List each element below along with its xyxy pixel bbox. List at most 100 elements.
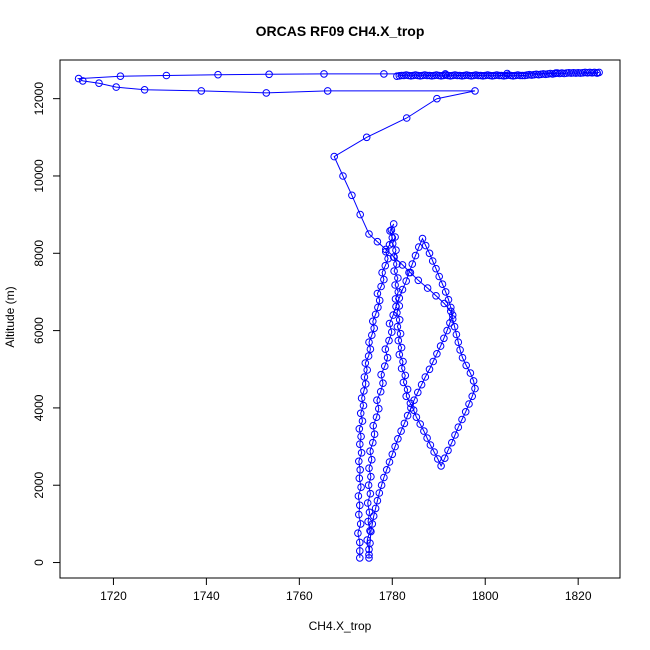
data-point [403, 385, 412, 394]
data-point [390, 267, 398, 275]
data-point [356, 466, 365, 474]
data-point [373, 237, 382, 246]
y-axis: 0 2000 4000 6000 8000 10000 12000 [32, 82, 60, 566]
data-point [116, 72, 125, 80]
data-point [410, 396, 418, 405]
data-point [375, 296, 384, 305]
data-point [365, 551, 373, 559]
data-point [418, 234, 427, 243]
data-point [395, 316, 404, 324]
y-tick-label: 4000 [32, 394, 46, 421]
data-point [365, 464, 373, 473]
series-layer [74, 68, 603, 562]
data-point [471, 384, 479, 393]
data-point [425, 365, 434, 374]
data-point [79, 77, 87, 85]
data-point [444, 295, 453, 304]
data-point [471, 87, 479, 95]
data-point [356, 409, 365, 418]
data-point [466, 369, 475, 377]
data-point [414, 388, 422, 397]
data-point [339, 172, 347, 180]
data-point [262, 89, 271, 97]
data-point [265, 70, 273, 79]
data-point [385, 319, 394, 328]
data-point [432, 264, 440, 273]
data-point [377, 282, 385, 291]
data-point [454, 423, 463, 432]
data-point [356, 440, 364, 449]
data-point [369, 512, 378, 520]
data-point [355, 510, 363, 519]
data-point [456, 346, 464, 354]
data-point [397, 343, 406, 352]
y-tick-label: 0 [32, 559, 46, 566]
data-point [450, 322, 459, 331]
data-point [354, 529, 362, 538]
data-point [375, 489, 384, 497]
data-point [368, 455, 376, 464]
data-point [440, 334, 448, 343]
y-tick-label: 2000 [32, 472, 46, 499]
data-point [448, 438, 456, 447]
data-point [398, 285, 407, 294]
data-point [595, 68, 603, 77]
data-point [366, 447, 374, 456]
data-point [428, 257, 437, 265]
data-point [371, 310, 380, 319]
data-point [407, 404, 415, 412]
data-point [320, 70, 328, 78]
data-point [381, 261, 390, 270]
series-line [366, 237, 454, 558]
data-point [395, 350, 404, 359]
data-point [437, 462, 445, 470]
data-point [364, 481, 373, 490]
data-point [394, 435, 402, 443]
data-point [447, 303, 455, 312]
data-point [330, 152, 339, 161]
data-point [452, 330, 461, 339]
data-point [411, 251, 420, 260]
data-point [366, 489, 375, 498]
data-point [469, 377, 478, 385]
data-point [394, 336, 403, 345]
plot-frame [59, 59, 621, 579]
data-point [425, 249, 434, 258]
data-point [356, 538, 364, 547]
data-point [462, 361, 471, 370]
data-point [367, 472, 375, 481]
data-point [357, 483, 365, 492]
y-tick-label: 12000 [32, 82, 46, 116]
data-point [385, 336, 393, 345]
data-point [408, 260, 417, 268]
data-point [381, 362, 389, 371]
data-point [380, 70, 388, 78]
data-point [366, 345, 375, 354]
data-point [454, 338, 463, 347]
data-point [400, 419, 409, 428]
series-2 [363, 234, 457, 562]
data-point [395, 294, 404, 302]
data-point [397, 364, 406, 373]
data-point [378, 268, 386, 277]
x-tick-label: 1800 [472, 589, 499, 603]
data-point [388, 450, 397, 459]
data-point [385, 458, 394, 466]
data-point [391, 281, 399, 289]
data-point [458, 415, 466, 424]
data-point [412, 413, 421, 422]
data-point [388, 328, 396, 336]
data-point [363, 366, 372, 374]
data-point [444, 446, 452, 455]
data-point [74, 74, 83, 83]
data-point [421, 373, 430, 381]
data-point [394, 274, 402, 282]
data-point [355, 425, 364, 433]
data-point [392, 246, 400, 254]
data-point [438, 280, 447, 289]
x-tick-label: 1760 [286, 589, 313, 603]
data-point [386, 227, 394, 235]
data-point [360, 373, 369, 381]
series-3 [393, 68, 603, 80]
